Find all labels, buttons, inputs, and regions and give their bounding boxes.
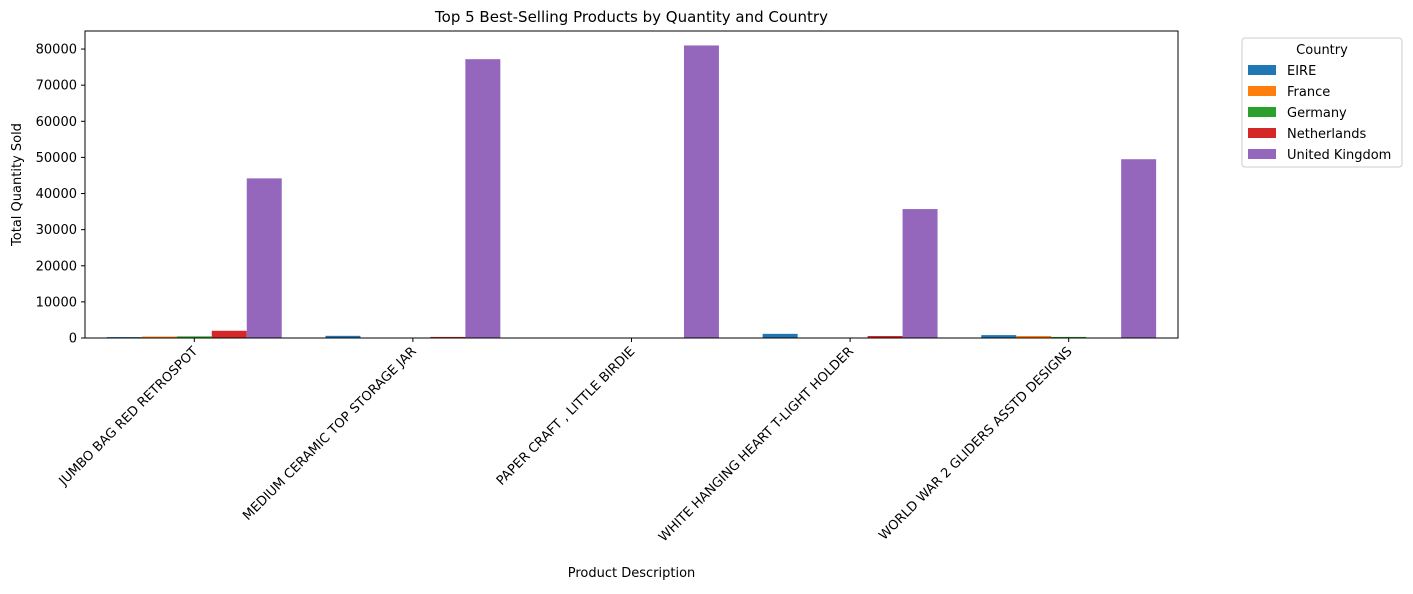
legend-swatch-france	[1248, 86, 1276, 96]
x-tick-label: JUMBO BAG RED RETROSPOT	[56, 344, 201, 489]
x-axis-label: Product Description	[568, 566, 696, 581]
bars-layer	[106, 45, 1157, 339]
x-tick-label: PAPER CRAFT , LITTLE BIRDIE	[494, 344, 639, 489]
bar-united-kingdom	[902, 209, 938, 338]
y-tick-label: 80000	[36, 43, 77, 58]
legend-frame	[1241, 37, 1403, 168]
legend-label-eire: EIRE	[1287, 64, 1316, 79]
bar-netherlands	[867, 336, 903, 338]
legend-label-germany: Germany	[1287, 106, 1347, 121]
bar-united-kingdom	[1121, 159, 1157, 338]
bar-united-kingdom	[465, 59, 501, 339]
bar-united-kingdom	[683, 45, 719, 339]
x-tick-label: WHITE HANGING HEART T-LIGHT HOLDER	[656, 344, 857, 545]
y-tick-label: 60000	[36, 115, 77, 130]
y-tick-label: 30000	[36, 223, 77, 238]
y-axis-label: Total Quantity Sold	[10, 123, 25, 247]
bar-united-kingdom	[246, 178, 282, 338]
y-tick-label: 10000	[36, 295, 77, 310]
bar-france	[1016, 336, 1052, 338]
legend-swatch-eire	[1248, 65, 1276, 75]
y-axis: 0 10000 20000 30000 40000 50000 60000 70000 8000…	[36, 43, 85, 347]
legend-swatch-germany	[1248, 107, 1276, 117]
legend: Country EIRE France Germany Netherlands Unit…	[1241, 37, 1403, 168]
bar-netherlands	[430, 336, 466, 338]
bar-germany	[176, 336, 212, 338]
bar-eire	[325, 335, 361, 338]
x-axis: JUMBO BAG RED RETROSPOT MEDIUM CERAMIC TO…	[56, 338, 1076, 545]
bar-eire	[981, 335, 1017, 338]
y-tick-label: 50000	[36, 151, 77, 166]
y-tick-label: 70000	[36, 79, 77, 94]
bar-france	[141, 336, 177, 338]
x-tick-label: WORLD WAR 2 GLIDERS ASSTD DESIGNS	[876, 344, 1075, 543]
legend-label-netherlands: Netherlands	[1287, 127, 1366, 142]
y-tick-label: 20000	[36, 259, 77, 274]
legend-label-united-kingdom: United Kingdom	[1287, 148, 1391, 163]
legend-items: EIRE France Germany Netherlands United Kingd…	[1248, 64, 1391, 163]
legend-swatch-netherlands	[1248, 128, 1276, 138]
legend-title: Country	[1296, 43, 1348, 58]
legend-label-france: France	[1287, 85, 1330, 100]
bar-netherlands	[211, 330, 247, 338]
x-tick-label: MEDIUM CERAMIC TOP STORAGE JAR	[240, 344, 419, 523]
chart-title: Top 5 Best-Selling Products by Quantity …	[434, 8, 828, 26]
y-tick-label: 40000	[36, 187, 77, 202]
legend-swatch-united-kingdom	[1248, 149, 1276, 159]
bar-germany	[1051, 336, 1087, 338]
bar-eire	[762, 333, 798, 338]
y-tick-label: 0	[69, 332, 77, 347]
